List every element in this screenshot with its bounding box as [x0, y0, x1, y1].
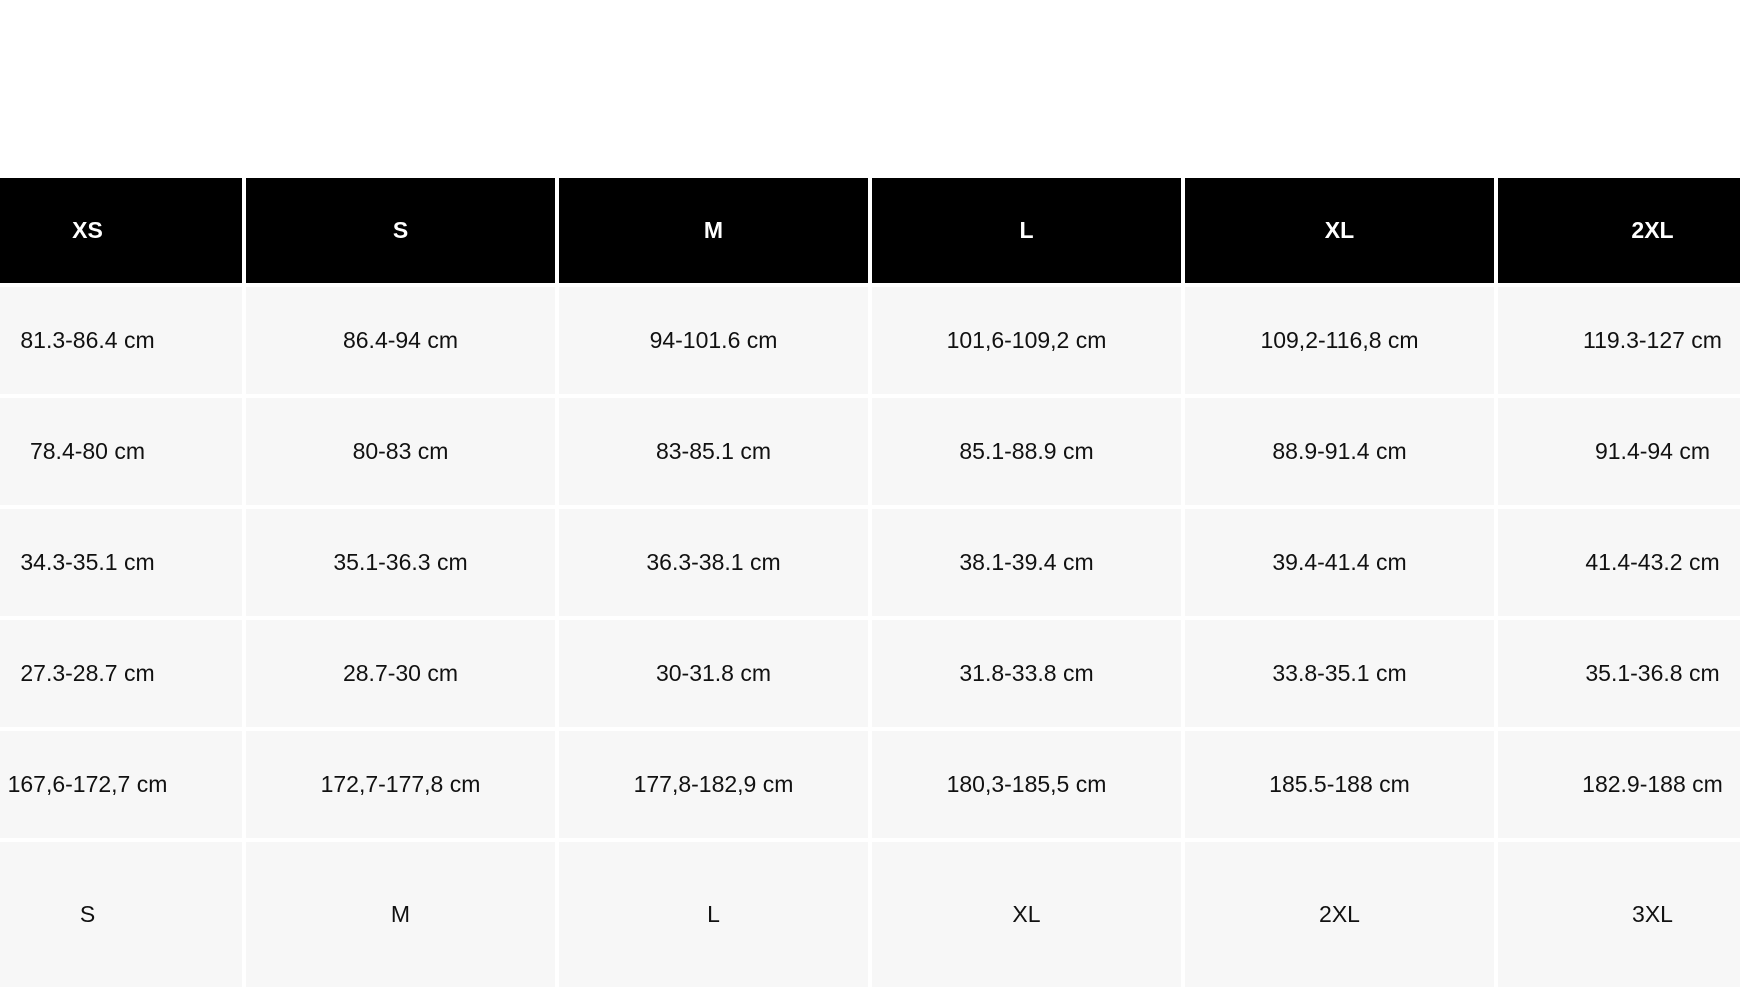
- table-cell: 180,3-185,5 cm: [872, 731, 1181, 838]
- header-cell: XS: [0, 178, 242, 283]
- table-cell: 31.8-33.8 cm: [872, 620, 1181, 727]
- table-cell: 35.1-36.8 cm: [1498, 620, 1740, 727]
- table-cell: 28.7-30 cm: [246, 620, 555, 727]
- table-cell: L: [559, 842, 868, 987]
- header-cell: S: [246, 178, 555, 283]
- table-cell: 35.1-36.3 cm: [246, 509, 555, 616]
- table-cell: 177,8-182,9 cm: [559, 731, 868, 838]
- table-cell: 119.3-127 cm: [1498, 287, 1740, 394]
- table-cell: 81.3-86.4 cm: [0, 287, 242, 394]
- table-cell: 86.4-94 cm: [246, 287, 555, 394]
- table-cell: 38.1-39.4 cm: [872, 509, 1181, 616]
- table-cell: 33.8-35.1 cm: [1185, 620, 1494, 727]
- table-cell: 88.9-91.4 cm: [1185, 398, 1494, 505]
- table-cell: 109,2-116,8 cm: [1185, 287, 1494, 394]
- table-cell: S: [0, 842, 242, 987]
- header-cell: 2XL: [1498, 178, 1740, 283]
- table-cell: 101,6-109,2 cm: [872, 287, 1181, 394]
- table-cell: 185.5-188 cm: [1185, 731, 1494, 838]
- header-cell: XL: [1185, 178, 1494, 283]
- table-cell: M: [246, 842, 555, 987]
- table-cell: 83-85.1 cm: [559, 398, 868, 505]
- table-cell: 27.3-28.7 cm: [0, 620, 242, 727]
- table-cell: 3XL: [1498, 842, 1740, 987]
- table-cell: 78.4-80 cm: [0, 398, 242, 505]
- table-cell: 94-101.6 cm: [559, 287, 868, 394]
- size-chart-table: XS S M L XL 2XL 81.3-86.4 cm 86.4-94 cm 94-101.6…: [0, 178, 1740, 987]
- table-cell: 85.1-88.9 cm: [872, 398, 1181, 505]
- header-cell: M: [559, 178, 868, 283]
- table-cell: 41.4-43.2 cm: [1498, 509, 1740, 616]
- table-cell: XL: [872, 842, 1181, 987]
- table-cell: 34.3-35.1 cm: [0, 509, 242, 616]
- table-cell: 30-31.8 cm: [559, 620, 868, 727]
- table-cell: 2XL: [1185, 842, 1494, 987]
- table-cell: 80-83 cm: [246, 398, 555, 505]
- table-cell: 167,6-172,7 cm: [0, 731, 242, 838]
- header-cell: L: [872, 178, 1181, 283]
- table-cell: 91.4-94 cm: [1498, 398, 1740, 505]
- table-cell: 172,7-177,8 cm: [246, 731, 555, 838]
- table-cell: 39.4-41.4 cm: [1185, 509, 1494, 616]
- table-cell: 182.9-188 cm: [1498, 731, 1740, 838]
- table-cell: 36.3-38.1 cm: [559, 509, 868, 616]
